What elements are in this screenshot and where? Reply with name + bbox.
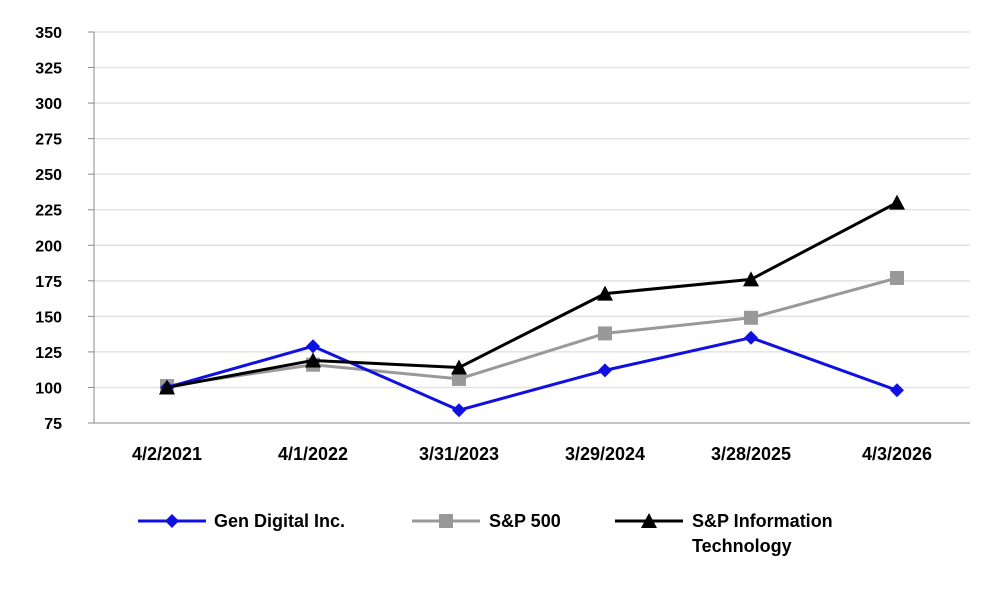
gridlines [94,31,970,389]
legend-label: S&P Information Technology [692,511,833,556]
y-tick-label: 150 [35,309,62,326]
legend: Gen Digital Inc. S&P 500 S&P Information Te… [138,511,833,556]
series-line-s-p-information-technology [166,201,898,389]
legend-item-s-p-500: S&P 500 [412,511,561,531]
legend-swatch-marker [641,513,657,528]
y-tick-label: 350 [35,25,62,42]
y-tick-label: 100 [35,380,62,397]
data-point-s-p-information-technology [743,271,759,287]
y-axis-ticks: 75 100 125 150 175 200 225 250 275 300 325 350 [35,25,94,433]
y-tick-label: 250 [35,167,62,184]
data-point-gen-digital-inc [452,403,466,418]
x-axis-ticks: 4/2/2021 4/1/2022 3/31/2023 3/29/2024 3/28/2… [132,444,932,464]
x-tick-label: 3/31/2023 [419,444,499,464]
data-point-s-p-500 [744,310,758,325]
y-tick-label: 75 [44,416,62,433]
series-group [159,194,905,418]
legend-label: Gen Digital Inc. [214,511,345,531]
x-tick-label: 3/29/2024 [565,444,645,464]
series-line-s-p-500 [166,276,898,388]
y-tick-label: 325 [35,61,62,78]
legend-item-s-p-information-technology: S&P Information Technology [615,511,833,556]
data-point-gen-digital-inc [890,383,904,398]
series-gen-digital-inc [160,330,904,418]
y-tick-label: 275 [35,132,62,149]
x-tick-label: 4/3/2026 [862,444,932,464]
y-tick-label: 125 [35,345,62,362]
data-point-s-p-information-technology [451,359,467,375]
data-point-s-p-information-technology [305,352,321,368]
series-line-gen-digital-inc [166,336,898,412]
data-point-s-p-500 [598,326,612,341]
legend-label: S&P 500 [489,511,561,531]
legend-item-gen-digital-inc: Gen Digital Inc. [138,511,345,531]
data-point-s-p-information-technology [889,194,905,210]
data-point-s-p-information-technology [159,379,175,395]
data-point-gen-digital-inc [744,330,758,345]
axes [93,32,970,424]
series-s-p-information-technology [159,194,905,395]
data-point-s-p-500 [890,270,904,285]
legend-swatch-marker [439,514,453,528]
y-tick-label: 200 [35,238,62,255]
data-point-gen-digital-inc [598,363,612,378]
legend-swatch-marker [165,514,179,528]
x-tick-label: 4/1/2022 [278,444,348,464]
data-point-s-p-information-technology [597,285,613,301]
y-tick-label: 175 [35,274,62,291]
x-tick-label: 3/28/2025 [711,444,791,464]
x-tick-label: 4/2/2021 [132,444,202,464]
y-tick-label: 225 [35,203,62,220]
y-tick-label: 300 [35,96,62,113]
data-point-s-p-500 [452,371,466,386]
data-point-gen-digital-inc [306,339,320,354]
